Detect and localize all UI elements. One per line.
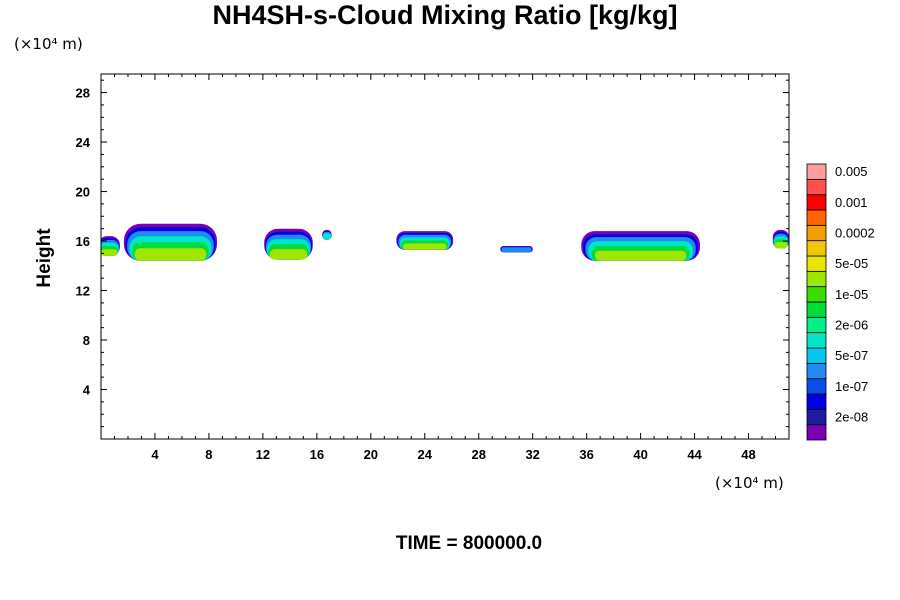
colorbar-label: 0.001 bbox=[835, 195, 868, 210]
colorbar-swatch bbox=[806, 301, 827, 318]
y-tick-label: 20 bbox=[76, 185, 90, 200]
x-tick-label: 4 bbox=[151, 447, 159, 462]
x-tick-label: 16 bbox=[310, 447, 324, 462]
x-tick-label: 32 bbox=[525, 447, 539, 462]
colorbar-label: 0.005 bbox=[835, 164, 868, 179]
x-tick-label: 8 bbox=[205, 447, 212, 462]
cloud-patch bbox=[123, 223, 217, 261]
colorbar-swatch bbox=[806, 178, 827, 196]
cloud-patch bbox=[396, 231, 454, 250]
chart-title: NH4SH-s-Cloud Mixing Ratio [kg/kg] bbox=[213, 0, 678, 30]
colorbar-swatch bbox=[806, 163, 827, 180]
x-tick-label: 48 bbox=[741, 447, 755, 462]
y-axis: 4 8 12 16 20 24 28 bbox=[76, 79, 789, 428]
colorbar-swatch bbox=[806, 209, 827, 226]
colorbar-swatch bbox=[806, 347, 827, 364]
cloud-patch bbox=[322, 229, 332, 240]
x-axis: 4 8 12 16 20 24 28 32 36 40 44 48 bbox=[113, 74, 777, 462]
cloud-level bbox=[595, 250, 687, 261]
cloud-patch bbox=[772, 229, 789, 249]
colorbar-label: 0.0002 bbox=[835, 226, 875, 241]
cloud-patch bbox=[264, 228, 313, 260]
colorbar-swatch bbox=[806, 362, 827, 380]
cloud-level bbox=[134, 248, 207, 261]
colorbar-swatch bbox=[806, 286, 827, 303]
colorbar-swatch bbox=[806, 378, 827, 395]
cloud-field bbox=[101, 223, 789, 261]
colorbar-label: 5e-05 bbox=[835, 256, 868, 271]
colorbar: 2e-08 1e-07 5e-07 2e-06 1e-05 5e-05 0.0002 0.00… bbox=[806, 163, 875, 441]
y-tick-label: 4 bbox=[83, 383, 91, 398]
colorbar-swatch bbox=[806, 424, 827, 441]
colorbar-label: 2e-06 bbox=[835, 318, 868, 333]
colorbar-label: 5e-07 bbox=[835, 348, 868, 363]
y-tick-label: 12 bbox=[76, 284, 90, 299]
cloud-level bbox=[403, 243, 447, 250]
cloud-patch bbox=[500, 246, 533, 253]
x-axis-unit: (×10⁴ m) bbox=[715, 474, 784, 492]
x-tick-label: 20 bbox=[364, 447, 378, 462]
y-tick-label: 24 bbox=[76, 135, 91, 150]
colorbar-swatch bbox=[806, 224, 827, 242]
x-tick-label: 44 bbox=[687, 447, 702, 462]
colorbar-label: 2e-08 bbox=[835, 410, 868, 425]
cloud-level bbox=[101, 249, 118, 256]
x-tick-label: 24 bbox=[418, 447, 433, 462]
colorbar-swatch bbox=[806, 240, 827, 257]
colorbar-swatch bbox=[806, 316, 827, 334]
y-tick-label: 8 bbox=[83, 333, 90, 348]
cloud-patch bbox=[581, 231, 700, 261]
cloud-level bbox=[322, 233, 332, 240]
y-axis-title: Height bbox=[34, 228, 55, 288]
x-tick-label: 40 bbox=[633, 447, 647, 462]
colorbar-swatch bbox=[806, 393, 827, 410]
colorbar-swatch bbox=[806, 255, 827, 272]
plot-frame bbox=[100, 73, 790, 440]
colorbar-label: 1e-05 bbox=[835, 287, 868, 302]
y-tick-label: 16 bbox=[76, 234, 90, 249]
colorbar-swatch bbox=[806, 270, 827, 288]
x-tick-label: 12 bbox=[256, 447, 270, 462]
cloud-level bbox=[774, 242, 788, 249]
cloud-level bbox=[269, 249, 308, 260]
colorbar-swatch bbox=[806, 332, 827, 349]
y-tick-label: 28 bbox=[76, 86, 90, 101]
cloud-patch bbox=[101, 236, 120, 256]
colorbar-swatch bbox=[806, 194, 827, 211]
x-tick-label: 36 bbox=[579, 447, 593, 462]
colorbar-label: 1e-07 bbox=[835, 379, 868, 394]
x-tick-label: 28 bbox=[471, 447, 485, 462]
colorbar-swatch bbox=[806, 408, 827, 426]
cloud-level bbox=[501, 247, 532, 253]
y-axis-unit: (×10⁴ m) bbox=[14, 35, 83, 53]
time-label: TIME = 800000.0 bbox=[396, 533, 542, 554]
